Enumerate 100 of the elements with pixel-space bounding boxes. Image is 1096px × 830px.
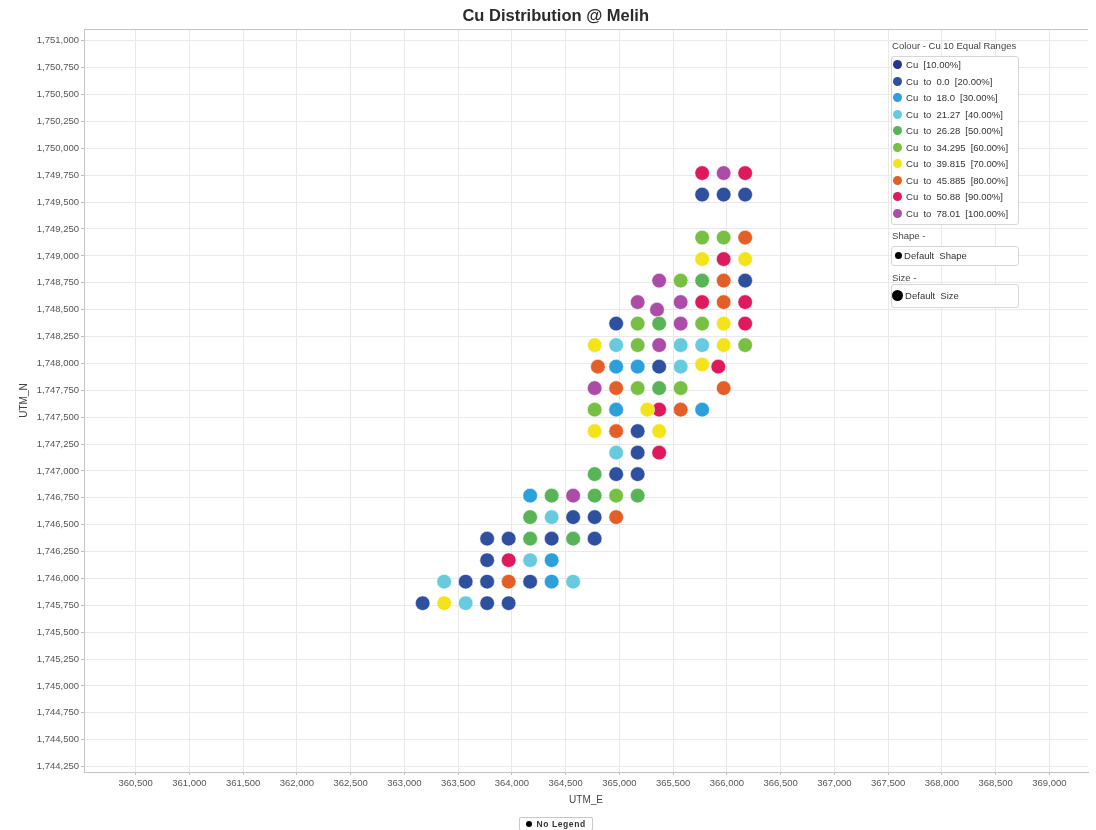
- x-tick-label: 363,000: [387, 777, 422, 789]
- annotation: Default Shape: [904, 250, 967, 261]
- point: [737, 251, 753, 267]
- point: [544, 552, 560, 568]
- y-tick-label: 1,747,250: [36, 437, 79, 449]
- point: [587, 531, 603, 547]
- y-tick-label: 1,748,500: [36, 303, 79, 315]
- point: [737, 337, 753, 353]
- legend-label: Cu [10.00%]: [906, 59, 961, 71]
- point: [587, 466, 603, 482]
- point: [649, 302, 665, 318]
- point: [737, 165, 753, 181]
- point: [651, 380, 667, 396]
- point: [565, 509, 581, 525]
- x-tick-label: 369,000: [1032, 777, 1067, 789]
- point: [716, 186, 732, 203]
- point: [522, 574, 538, 590]
- point: [651, 423, 667, 439]
- legend-label: Cu to 0.0 [20.00%]: [906, 75, 993, 87]
- y-tick-label: 1,744,500: [36, 733, 79, 745]
- x-tick-label: 364,000: [494, 777, 530, 789]
- point: [501, 531, 517, 547]
- y-tick-label: 1,748,750: [36, 276, 79, 288]
- y-tick-label: 1,750,000: [36, 141, 79, 153]
- point: [694, 230, 710, 246]
- point: [710, 359, 726, 375]
- x-tick-label: 363,500: [440, 777, 476, 789]
- legend-label: Cu to 34.295 [60.00%]: [906, 141, 1009, 153]
- legend-label: Cu to 78.01 [100.00%]: [906, 207, 1009, 219]
- legend-title: Colour - Cu 10 Equal Ranges: [891, 38, 1018, 53]
- point: [630, 488, 646, 504]
- point: [651, 316, 667, 332]
- point: [608, 466, 624, 482]
- y-tick-label: 1,750,500: [36, 88, 79, 100]
- point: [694, 294, 710, 310]
- y-tick-label: 1,745,500: [36, 625, 79, 637]
- point: [737, 316, 753, 332]
- y-tick-label: 1,751,000: [36, 34, 79, 46]
- legend-label: Cu to 21.27 [40.00%]: [906, 108, 1003, 120]
- y-tick-label: 1,750,750: [36, 61, 79, 73]
- point: [458, 574, 474, 590]
- point: [737, 186, 753, 203]
- point: [608, 380, 624, 396]
- point: [522, 531, 538, 547]
- point: [694, 337, 710, 353]
- x-tick-label: 362,000: [279, 777, 315, 789]
- point: [694, 273, 710, 289]
- point: [436, 574, 452, 590]
- point: [544, 574, 560, 590]
- point: [608, 337, 624, 353]
- x-axis-title: UTM_E: [569, 793, 604, 805]
- point: [590, 359, 606, 375]
- point: [673, 316, 689, 332]
- x-tick-label: 362,500: [333, 777, 368, 789]
- point: [479, 531, 495, 547]
- point: [587, 509, 603, 525]
- point: [716, 380, 732, 396]
- point: [587, 488, 603, 504]
- y-tick-label: 1,746,000: [36, 572, 79, 584]
- legend-label: Cu to 39.815 [70.00%]: [906, 158, 1009, 170]
- point: [716, 273, 732, 289]
- y-tick-label: 1,749,250: [36, 222, 79, 234]
- key-box: Default Size: [891, 283, 1020, 308]
- point: [716, 230, 732, 246]
- point: [694, 356, 710, 373]
- point: [458, 595, 474, 611]
- y-tick-label: 1,748,000: [36, 357, 79, 369]
- point: [522, 509, 538, 525]
- point: [544, 531, 560, 547]
- x-tick-label: 366,000: [709, 777, 745, 789]
- y-tick-label: 1,749,000: [36, 249, 79, 261]
- point: [673, 402, 689, 418]
- point: [479, 574, 495, 590]
- point: [501, 552, 517, 568]
- y-tick-label: 1,746,750: [36, 491, 79, 503]
- point: [630, 316, 646, 332]
- point: [630, 445, 646, 461]
- y-tick-label: 1,746,500: [36, 518, 79, 530]
- point: [639, 402, 655, 418]
- point: [608, 445, 624, 461]
- point: [737, 230, 753, 246]
- point: [651, 445, 667, 461]
- point: [565, 488, 581, 504]
- x-tick-label: 368,500: [978, 777, 1013, 789]
- chart-title: Cu Distribution @ Melih: [462, 5, 649, 25]
- point: [587, 337, 603, 353]
- x-tick-label: 365,500: [655, 777, 691, 789]
- y-tick-label: 1,744,250: [36, 760, 79, 772]
- point: [651, 337, 667, 353]
- point: [716, 165, 732, 181]
- x-tick-label: 367,500: [870, 777, 906, 789]
- point: [501, 574, 517, 590]
- point: [479, 595, 495, 611]
- annotation: Default Size: [905, 290, 959, 301]
- point: [544, 509, 560, 525]
- x-tick-label: 364,500: [548, 777, 583, 789]
- x-tick-label: 365,000: [602, 777, 637, 789]
- y-tick-label: 1,748,250: [36, 330, 79, 342]
- y-tick-label: 1,746,250: [36, 545, 79, 557]
- point: [587, 402, 603, 418]
